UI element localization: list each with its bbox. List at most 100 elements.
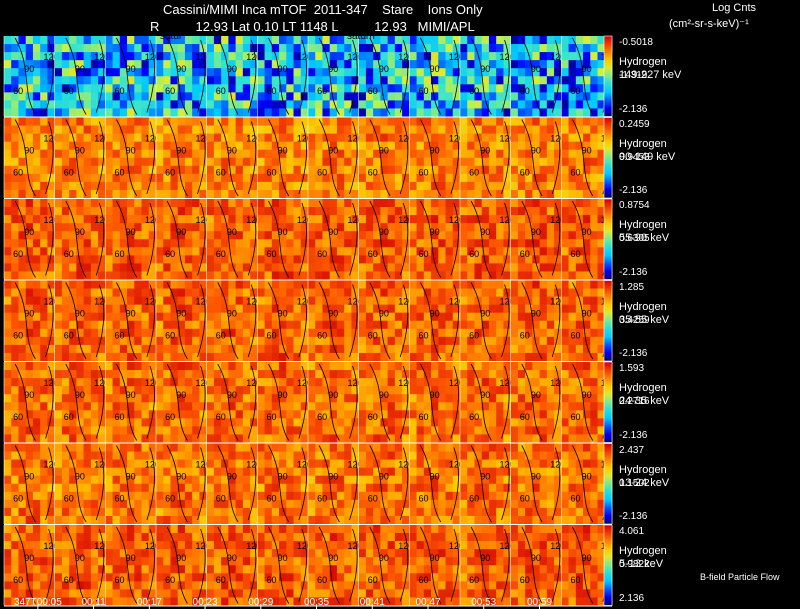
- heatmap-cell: [467, 199, 475, 208]
- heatmap-cell: [206, 426, 215, 435]
- heatmap-cell: [365, 280, 374, 289]
- heatmap-cell: [127, 44, 135, 53]
- heatmap-cell: [228, 378, 237, 387]
- heatmap-cell: [329, 173, 338, 183]
- heatmap-cell: [546, 165, 555, 175]
- heatmap-cell: [32, 320, 41, 330]
- heatmap-cell: [539, 60, 548, 69]
- heatmap-cell: [90, 255, 99, 264]
- heatmap-cell: [387, 271, 396, 280]
- heatmap-cell: [300, 181, 309, 191]
- pitch-contour-line: [551, 121, 561, 195]
- heatmap-cell: [568, 117, 577, 126]
- heatmap-cell: [127, 362, 135, 371]
- heatmap-cell: [25, 378, 34, 387]
- heatmap-cell: [546, 394, 555, 403]
- heatmap-cell: [184, 223, 193, 232]
- heatmap-cell: [221, 263, 229, 272]
- heatmap-cell: [257, 426, 265, 435]
- heatmap-cell: [32, 336, 41, 346]
- heatmap-cell: [119, 157, 128, 167]
- heatmap-cell: [112, 189, 121, 199]
- heatmap-cell: [336, 133, 345, 143]
- heatmap-cell: [235, 189, 244, 199]
- heatmap-cell: [496, 125, 504, 134]
- heatmap-cell: [409, 344, 417, 354]
- heatmap-cell: [503, 320, 512, 330]
- heatmap-cell: [47, 378, 56, 387]
- heatmap-cell: [351, 223, 360, 232]
- heatmap-cell: [61, 173, 70, 183]
- heatmap-cell: [293, 173, 302, 183]
- heatmap-cell: [119, 36, 128, 45]
- heatmap-cell: [156, 199, 164, 208]
- heatmap-cell: [532, 141, 541, 151]
- heatmap-cell: [279, 271, 287, 280]
- heatmap-cell: [279, 125, 287, 134]
- heatmap-cell: [474, 344, 483, 354]
- heatmap-cell: [54, 402, 63, 411]
- heatmap-cell: [308, 181, 316, 191]
- heatmap-cell: [445, 133, 454, 143]
- heatmap-cell: [40, 215, 48, 224]
- heatmap-cell: [380, 280, 389, 289]
- heatmap-cell: [496, 370, 504, 379]
- heatmap-cell: [300, 239, 309, 248]
- heatmap-cell: [105, 117, 113, 126]
- heatmap-cell: [119, 68, 128, 77]
- heatmap-cell: [474, 280, 483, 289]
- heatmap-cell: [358, 386, 367, 395]
- heatmap-cell: [517, 239, 526, 248]
- heatmap-cell: [365, 402, 374, 411]
- heatmap-cell: [69, 100, 77, 109]
- heatmap-row-4: 9060120906012090601209060120906012090601…: [3, 362, 616, 444]
- heatmap-cell: [54, 141, 63, 151]
- heatmap-cell: [11, 149, 19, 159]
- heatmap-cell: [583, 312, 591, 322]
- heatmap-cell: [148, 215, 157, 224]
- heatmap-cell: [61, 100, 70, 109]
- heatmap-cell: [438, 165, 446, 175]
- heatmap-cell: [271, 125, 280, 134]
- heatmap-cell: [365, 263, 374, 272]
- heatmap-cell: [184, 418, 193, 427]
- heatmap-cell: [474, 231, 483, 240]
- heatmap-cell: [148, 223, 157, 232]
- heatmap-cell: [112, 52, 121, 61]
- heatmap-cell: [409, 60, 417, 69]
- heatmap-cell: [90, 149, 99, 159]
- heatmap-cell: [90, 108, 99, 117]
- heatmap-cell: [546, 410, 555, 419]
- heatmap-cell: [517, 76, 526, 85]
- heatmap-cell: [561, 125, 569, 134]
- heatmap-cell: [141, 507, 150, 517]
- heatmap-cell: [32, 181, 41, 191]
- heatmap-cell: [568, 44, 577, 53]
- colorbar-frame: [603, 361, 613, 443]
- heatmap-cell: [206, 296, 215, 306]
- heatmap-cell: [264, 108, 273, 117]
- heatmap-cell: [83, 507, 92, 517]
- heatmap-cell: [177, 507, 186, 517]
- heatmap-cell: [445, 181, 454, 191]
- heatmap-cell: [242, 304, 251, 314]
- heatmap-cell: [336, 239, 345, 248]
- heatmap-cell: [199, 344, 208, 354]
- heatmap-cell: [235, 328, 244, 338]
- heatmap-cell: [264, 173, 273, 183]
- heatmap-cell: [590, 344, 598, 354]
- heatmap-cell: [510, 312, 519, 322]
- heatmap-cell: [568, 52, 577, 61]
- heatmap-cell: [25, 491, 34, 501]
- heatmap-cell: [510, 344, 519, 354]
- heatmap-cell: [40, 288, 48, 297]
- heatmap-cell: [358, 418, 367, 427]
- heatmap-cell: [300, 352, 309, 362]
- heatmap-cell: [47, 515, 56, 525]
- heatmap-cell: [40, 133, 48, 143]
- heatmap-cell: [402, 223, 410, 232]
- heatmap-cell: [264, 141, 273, 151]
- heatmap-cell: [156, 141, 164, 151]
- heatmap-cell: [336, 223, 345, 232]
- heatmap-cell: [279, 296, 287, 306]
